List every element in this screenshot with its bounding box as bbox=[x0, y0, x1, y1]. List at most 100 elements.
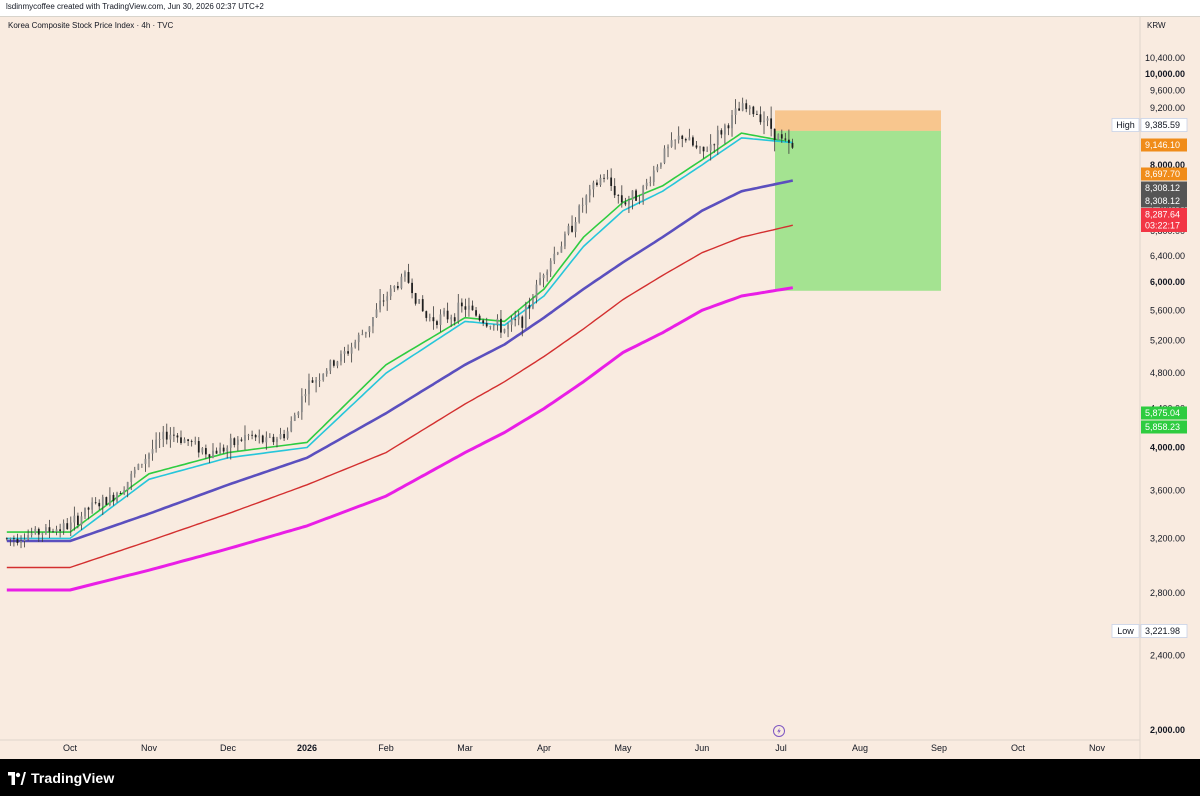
candle-body bbox=[763, 120, 765, 123]
candle-body bbox=[332, 360, 335, 366]
candle-body bbox=[396, 285, 399, 289]
candle-body bbox=[414, 293, 417, 304]
candle-body bbox=[457, 302, 460, 322]
candle-body bbox=[315, 380, 317, 383]
price-tag bbox=[1141, 181, 1187, 195]
time-axis-tick-label: May bbox=[614, 743, 632, 753]
candle-body bbox=[581, 204, 584, 206]
candle-body bbox=[492, 324, 495, 327]
candle-body bbox=[660, 162, 662, 167]
price-tag bbox=[1141, 406, 1187, 420]
candle-body bbox=[389, 288, 392, 297]
candle-body bbox=[404, 272, 406, 277]
lightning-icon[interactable] bbox=[773, 725, 785, 737]
candle-body bbox=[759, 114, 762, 123]
candle-body bbox=[443, 310, 445, 315]
tradingview-logo-icon bbox=[8, 771, 26, 785]
candle-body bbox=[48, 527, 51, 532]
candle-body bbox=[215, 450, 218, 454]
candle-body bbox=[738, 108, 741, 111]
candle-body bbox=[709, 144, 712, 151]
candle-body bbox=[638, 200, 641, 202]
price-axis-tick-label: 3,600.00 bbox=[1150, 485, 1185, 495]
candle-body bbox=[699, 146, 701, 148]
candle-body bbox=[204, 448, 207, 455]
candle-body bbox=[162, 431, 165, 440]
footer: TradingView bbox=[0, 760, 1200, 796]
time-axis-tick-label: Nov bbox=[1089, 743, 1106, 753]
attribution-bar: lsdinmycoffee created with TradingView.c… bbox=[0, 0, 1200, 17]
chart-canvas[interactable]: Korea Composite Stock Price Index · 4h ·… bbox=[0, 17, 1200, 759]
candle-body bbox=[496, 318, 499, 325]
candle-body bbox=[702, 146, 705, 152]
price-axis-tick-label: 4,800.00 bbox=[1150, 368, 1185, 378]
price-tag bbox=[1141, 138, 1187, 152]
candle-body bbox=[610, 177, 613, 186]
candle-body bbox=[780, 134, 783, 139]
candle-body bbox=[347, 351, 349, 354]
candle-body bbox=[268, 436, 271, 438]
chart-area[interactable]: Korea Composite Stock Price Index · 4h ·… bbox=[0, 17, 1200, 759]
time-axis-tick-label: Apr bbox=[537, 743, 551, 753]
candle-body bbox=[556, 252, 559, 254]
candle-body bbox=[695, 145, 698, 148]
candle-body bbox=[126, 481, 129, 491]
candle-body bbox=[27, 535, 30, 540]
candle-body bbox=[791, 142, 794, 148]
candle-body bbox=[226, 447, 229, 452]
price-tag-value: 8,287.64 bbox=[1145, 210, 1180, 220]
time-axis-tick-label: Mar bbox=[457, 743, 473, 753]
candle-body bbox=[777, 134, 780, 140]
price-tag-value: 3,221.98 bbox=[1145, 626, 1180, 636]
candle-body bbox=[37, 528, 40, 535]
candle-body bbox=[52, 531, 54, 533]
candle-body bbox=[731, 115, 733, 129]
candle-body bbox=[322, 373, 325, 381]
candle-body bbox=[436, 321, 438, 325]
candle-body bbox=[407, 272, 410, 283]
candle-body bbox=[286, 431, 289, 439]
candle-body bbox=[514, 319, 517, 321]
candle-body bbox=[311, 380, 314, 383]
candle-body bbox=[524, 305, 527, 328]
candle-body bbox=[73, 515, 76, 523]
price-tag-value: 9,385.59 bbox=[1145, 120, 1180, 130]
price-axis-tick-label: 6,000.00 bbox=[1150, 277, 1185, 287]
candle-body bbox=[450, 317, 453, 320]
candle-body bbox=[425, 311, 428, 318]
price-axis-tick-label: 2,800.00 bbox=[1150, 588, 1185, 598]
candle-body bbox=[148, 453, 150, 459]
candle-body bbox=[183, 439, 186, 444]
candle-body bbox=[546, 271, 549, 276]
candle-body bbox=[596, 182, 598, 186]
position-tools[interactable] bbox=[775, 110, 941, 291]
candle-body bbox=[229, 438, 232, 448]
price-axis-tick-label: 9,600.00 bbox=[1150, 86, 1185, 96]
candle-body bbox=[59, 529, 62, 532]
candle-body bbox=[84, 507, 86, 517]
candle-body bbox=[151, 448, 154, 454]
candle-body bbox=[489, 326, 492, 327]
currency-label: KRW bbox=[1147, 21, 1166, 30]
candle-body bbox=[460, 302, 463, 307]
time-axis[interactable]: Oct Nov Dec 2026 Feb Mar Apr May Jun Jul Aug Sep Oct… bbox=[63, 743, 1106, 753]
candle-body bbox=[137, 464, 140, 470]
candle-body bbox=[279, 434, 282, 439]
candle-body bbox=[521, 316, 524, 328]
tradingview-logo[interactable]: TradingView bbox=[8, 769, 114, 787]
price-axis-tick-label: 9,200.00 bbox=[1150, 103, 1185, 113]
candle-body bbox=[244, 435, 246, 441]
candle-body bbox=[300, 396, 303, 413]
candle-body bbox=[251, 434, 253, 436]
candle-body bbox=[5, 538, 8, 540]
candle-body bbox=[372, 317, 374, 327]
candle-body bbox=[564, 233, 566, 247]
candle-body bbox=[773, 128, 776, 140]
candle-body bbox=[98, 502, 101, 507]
candle-body bbox=[567, 225, 570, 234]
candle-body bbox=[293, 414, 296, 422]
candle-body bbox=[169, 434, 172, 440]
price-tag-value: 8,308.12 bbox=[1145, 183, 1180, 193]
price-tag-label-box bbox=[1111, 624, 1140, 638]
